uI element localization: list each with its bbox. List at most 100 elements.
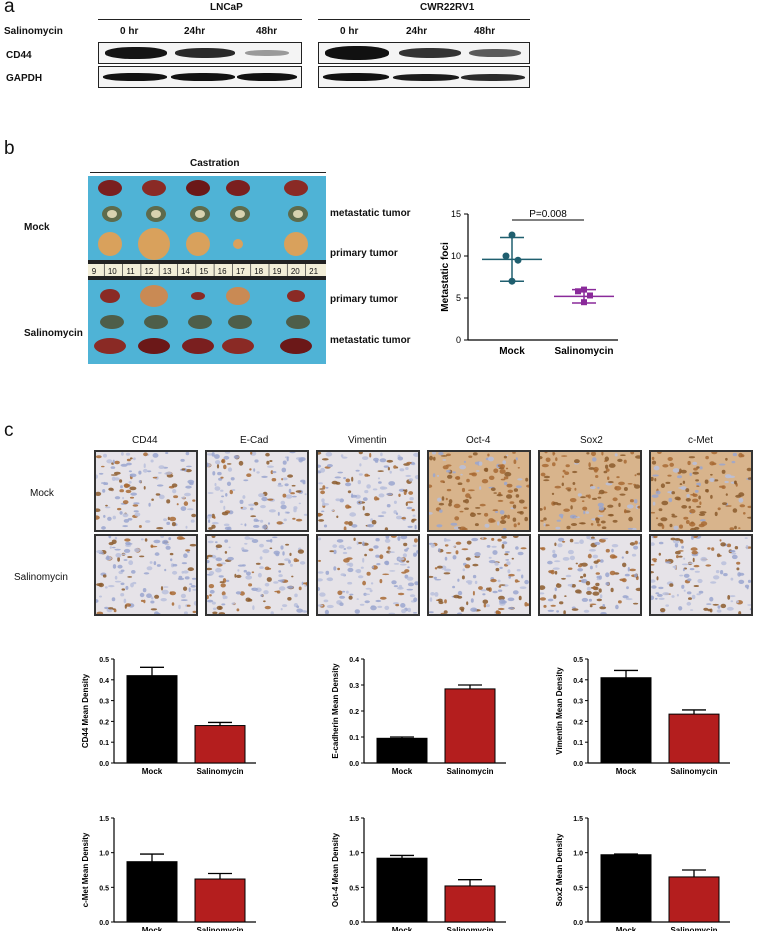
- ihc-cell: [150, 459, 154, 463]
- ihc-cell: [429, 575, 434, 578]
- ihc-cell: [319, 488, 324, 490]
- ihc-cell: [243, 569, 247, 573]
- ihc-cell: [593, 585, 596, 590]
- ihc-cell: [132, 581, 137, 585]
- ihc-cell: [262, 549, 270, 554]
- ihc-cell: [117, 507, 122, 511]
- ihc-texture: [318, 536, 418, 614]
- ihc-cell: [725, 457, 728, 461]
- ihc-cell: [99, 472, 104, 475]
- ihc-cell: [280, 608, 283, 611]
- ihc-cell: [110, 466, 116, 469]
- group-label-salinomycin: Salinomycin: [24, 328, 83, 339]
- ihc-cell: [120, 485, 123, 489]
- ihc-cell: [715, 570, 720, 574]
- ihc-cell: [634, 573, 638, 578]
- ihc-cell: [345, 478, 350, 483]
- ihc-cell: [349, 593, 354, 596]
- ihc-cell: [434, 567, 438, 570]
- ihc-cell: [430, 543, 436, 548]
- ihc-cell: [577, 493, 582, 497]
- ihc-cell: [253, 524, 260, 528]
- ihc-cell: [289, 452, 296, 454]
- ihc-cell: [211, 601, 216, 605]
- ihc-cell: [627, 483, 633, 485]
- ihc-cell: [552, 501, 559, 505]
- ihc-cell: [393, 585, 398, 588]
- bar: [126, 861, 178, 923]
- ihc-cell: [612, 519, 618, 523]
- ihc-cell: [239, 499, 244, 504]
- tumor-mock-met: [186, 180, 210, 196]
- ihc-cell: [105, 506, 111, 509]
- ihc-cell: [586, 536, 591, 540]
- ihc-cell: [487, 453, 490, 457]
- ihc-cell: [125, 489, 132, 494]
- ihc-cell: [169, 516, 177, 522]
- ihc-cell: [181, 468, 186, 471]
- ihc-cell: [223, 455, 230, 460]
- ihc-cell: [323, 524, 328, 528]
- ihc-cell: [128, 560, 134, 566]
- ihc-cell: [221, 495, 225, 498]
- ihc-cell: [251, 587, 254, 590]
- ihc-cell: [747, 477, 751, 480]
- ihc-cell: [143, 572, 150, 575]
- ihc-cell: [459, 510, 464, 513]
- ihc-cell: [223, 523, 230, 527]
- blot-cwr-gapdh: [318, 66, 530, 88]
- cell-line-lncap: LNCaP: [210, 2, 243, 13]
- ihc-cell: [657, 522, 664, 527]
- ihc-cell: [386, 459, 394, 463]
- ihc-cell: [356, 598, 359, 600]
- ihc-cell: [719, 485, 725, 488]
- ihc-cell: [163, 586, 169, 588]
- ihc-cell: [250, 507, 254, 511]
- y-tick-label: 0.1: [349, 735, 359, 742]
- ihc-cell: [153, 539, 161, 544]
- ihc-cell: [240, 506, 243, 509]
- ihc-cell: [463, 460, 466, 463]
- ihc-cell: [482, 599, 489, 604]
- ihc-texture: [96, 536, 196, 614]
- ihc-cell: [101, 526, 106, 530]
- ihc-cell: [562, 557, 570, 561]
- ihc-cell: [665, 604, 669, 607]
- ihc-cell: [591, 452, 596, 457]
- ihc-cell: [517, 478, 523, 481]
- ihc-cell: [693, 467, 698, 471]
- ihc-cell: [411, 519, 415, 523]
- y-axis-label: Metastatic foci: [440, 242, 451, 312]
- ihc-cell: [367, 524, 374, 528]
- ihc-cell: [429, 455, 433, 461]
- ihc-cell: [685, 488, 690, 493]
- ihc-cell: [504, 551, 510, 553]
- y-tick-label: 0.3: [573, 699, 583, 706]
- ihc-cell: [234, 573, 237, 578]
- ihc-cell: [193, 601, 196, 606]
- tumor-sal-primary: [226, 287, 250, 305]
- ihc-cell: [229, 489, 233, 495]
- ihc-cell: [96, 550, 103, 554]
- ihc-cell: [651, 511, 656, 514]
- ihc-cell: [238, 460, 244, 466]
- ihc-cell: [698, 495, 701, 500]
- ihc-cell: [499, 599, 506, 604]
- ihc-cell: [237, 569, 240, 572]
- ihc-cell: [628, 516, 633, 522]
- ihc-cell: [254, 459, 259, 463]
- ihc-cell: [138, 470, 142, 475]
- ihc-cell: [469, 512, 476, 517]
- ihc-cell: [725, 493, 728, 496]
- ihc-cell: [508, 573, 515, 577]
- ihc-cell: [561, 577, 566, 580]
- ihc-cell: [692, 461, 698, 466]
- ihc-cell: [351, 476, 354, 482]
- ihc-cell: [674, 543, 679, 548]
- ihc-cell: [215, 544, 223, 548]
- ihc-cell: [339, 602, 344, 606]
- ihc-cell: [600, 612, 607, 614]
- panel-b-letter: b: [4, 138, 15, 159]
- ihc-cell: [192, 499, 196, 502]
- ihc-cell: [567, 549, 574, 555]
